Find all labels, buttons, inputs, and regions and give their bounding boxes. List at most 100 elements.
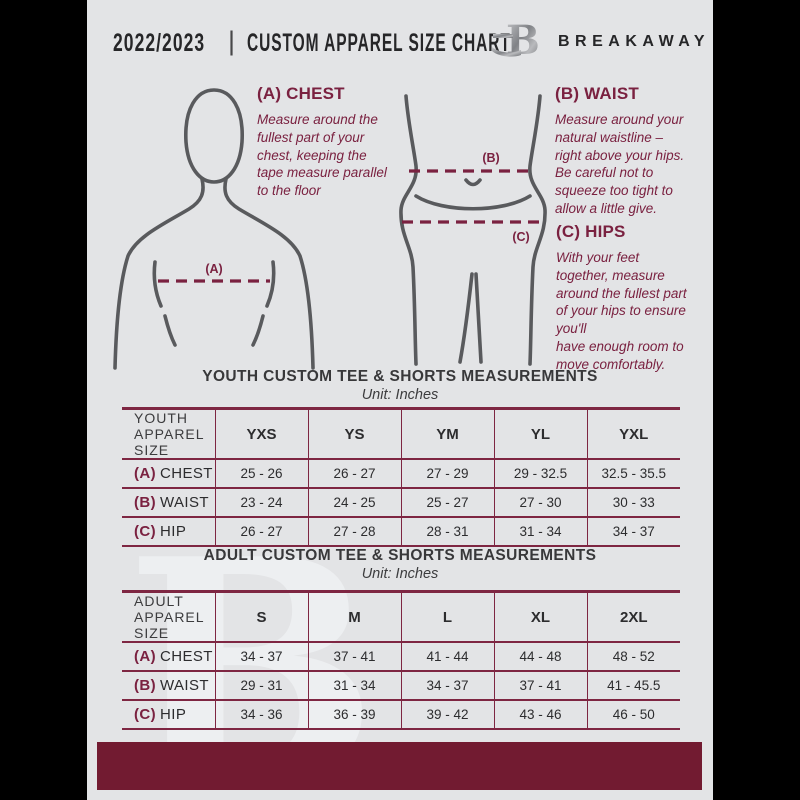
measurement-value: 41 - 45.5 (586, 671, 680, 700)
youth-table-unit: Unit: Inches (361, 387, 439, 403)
page-title: CUSTOM APPAREL SIZE CHART (247, 29, 511, 57)
measure-label-cell: (B) WAIST (122, 671, 215, 700)
measurement-value: 31 - 34 (307, 671, 401, 700)
measure-name: HIP (160, 523, 187, 540)
figure-left-armpit (152, 260, 177, 347)
measure-prefix: (A) (134, 648, 157, 665)
logo-crossbar (493, 34, 513, 38)
table-row: (C) HIP 26 - 27 27 - 28 28 - 31 31 - 34 34 - 3… (122, 517, 680, 546)
chest-heading: (A) CHEST (257, 84, 345, 103)
measure-label-cell: (A) CHEST (122, 642, 215, 671)
table-row: (B) WAIST 23 - 24 24 - 25 25 - 27 27 - 30 30 -… (122, 488, 680, 517)
size-header: YXL (586, 408, 680, 459)
measure-prefix: (C) (134, 523, 157, 540)
measure-name: HIP (160, 706, 187, 723)
youth-header-row: YOUTH APPAREL SIZE YXS YS YM YL YXL (122, 408, 680, 459)
season-year: 2022/2023 (113, 29, 206, 57)
table-row: (A) CHEST 25 - 26 26 - 27 27 - 29 29 - 32.5 32… (122, 459, 680, 488)
measure-label-cell: (A) CHEST (122, 459, 215, 488)
measurement-value: 26 - 27 (214, 517, 308, 546)
measurement-value: 34 - 36 (214, 700, 308, 729)
size-header: M (307, 591, 401, 642)
figure-right-side (528, 94, 547, 366)
youth-size-table: YOUTH APPAREL SIZE YXS YS YM YL YXL (A) CHEST 2… (122, 407, 680, 547)
measure-prefix: (A) (134, 465, 157, 482)
measure-label-cell: (B) WAIST (122, 488, 215, 517)
chest-instruction-block: (A) CHEST Measure around the fullest par… (257, 84, 432, 200)
figure-left-shoulder-arm (113, 177, 205, 370)
measurement-value: 27 - 30 (493, 488, 587, 517)
measure-label-cell: (C) HIP (122, 517, 215, 546)
measure-prefix: (B) (134, 494, 157, 511)
measurement-value: 25 - 27 (400, 488, 494, 517)
waist-line-label: (B) (482, 151, 499, 165)
measurement-value: 34 - 37 (400, 671, 494, 700)
header-divider: | (228, 26, 236, 56)
measurement-value: 43 - 46 (493, 700, 587, 729)
figure-hip-curve (414, 194, 532, 211)
measure-label-cell: (C) HIP (122, 700, 215, 729)
measurement-value: 48 - 52 (586, 642, 680, 671)
size-column-header: YOUTH APPAREL SIZE (134, 410, 205, 458)
measurement-value: 30 - 33 (586, 488, 680, 517)
adult-size-table: ADULT APPAREL SIZE S M L XL 2XL (A) CHEST 34 - … (122, 590, 680, 730)
measurement-value: 32.5 - 35.5 (586, 459, 680, 488)
measurement-value: 24 - 25 (307, 488, 401, 517)
measurement-value: 27 - 28 (307, 517, 401, 546)
measurement-value: 39 - 42 (400, 700, 494, 729)
waist-hips-measurement-figure: (B) (C) (399, 94, 547, 366)
measurement-value: 29 - 32.5 (493, 459, 587, 488)
adult-header-row: ADULT APPAREL SIZE S M L XL 2XL (122, 591, 680, 642)
measurement-value: 23 - 24 (214, 488, 308, 517)
measurement-value: 44 - 48 (493, 642, 587, 671)
measure-name: CHEST (160, 465, 213, 482)
hips-heading: (C) HIPS (556, 222, 626, 241)
size-header: 2XL (586, 591, 680, 642)
measure-name: CHEST (160, 648, 213, 665)
figure-head-outline (184, 88, 244, 184)
brand-name: BREAKAWAY (558, 33, 711, 50)
figure-right-shoulder-arm (223, 177, 315, 370)
measurement-value: 36 - 39 (307, 700, 401, 729)
measure-prefix: (B) (134, 677, 157, 694)
size-header: YL (493, 408, 587, 459)
adult-table-title: ADULT CUSTOM TEE & SHORTS MEASUREMENTS (203, 547, 597, 564)
measure-name: WAIST (160, 677, 209, 694)
size-header: YS (307, 408, 401, 459)
hips-instruction-block: (C) HIPS With your feet together, measur… (556, 222, 713, 374)
measurement-value: 37 - 41 (493, 671, 587, 700)
size-header: S (214, 591, 308, 642)
measurement-value: 46 - 50 (586, 700, 680, 729)
size-header: YM (400, 408, 494, 459)
measurement-value: 34 - 37 (586, 517, 680, 546)
figure-inner-legs (458, 272, 483, 364)
size-header: XL (493, 591, 587, 642)
breakaway-b-logo-icon: B (492, 17, 540, 61)
table-row: (B) WAIST 29 - 31 31 - 34 34 - 37 37 - 41 41 -… (122, 671, 680, 700)
measurement-value: 26 - 27 (307, 459, 401, 488)
measurement-value: 41 - 44 (400, 642, 494, 671)
figure-left-side (399, 94, 418, 366)
table-row: (A) CHEST 34 - 37 37 - 41 41 - 44 44 - 48 48 -… (122, 642, 680, 671)
measurement-value: 29 - 31 (214, 671, 308, 700)
youth-table-title: YOUTH CUSTOM TEE & SHORTS MEASUREMENTS (202, 368, 598, 385)
logo-base-swoosh (492, 47, 521, 57)
measurement-value: 34 - 37 (214, 642, 308, 671)
figure-navel (464, 178, 482, 187)
measurement-value: 27 - 29 (400, 459, 494, 488)
size-header: L (400, 591, 494, 642)
measure-name: WAIST (160, 494, 209, 511)
measurement-value: 28 - 31 (400, 517, 494, 546)
chest-description: Measure around the fullest part of your … (257, 112, 387, 199)
figure-right-armpit (251, 260, 276, 347)
table-row: (C) HIP 34 - 36 36 - 39 39 - 42 43 - 46 46 - 5… (122, 700, 680, 729)
size-chart-page: B 2022/2023 | CUSTOM APPAREL SIZE CHART … (87, 0, 713, 800)
chest-measurement-figure: (A) (113, 88, 315, 370)
size-column-header: ADULT APPAREL SIZE (134, 593, 205, 641)
adult-table-unit: Unit: Inches (361, 566, 439, 582)
waist-description: Measure around your natural waistline – … (555, 112, 685, 217)
measurement-value: 37 - 41 (307, 642, 401, 671)
hips-description: With your feet together, measure around … (556, 250, 687, 372)
measurement-value: 25 - 26 (214, 459, 308, 488)
